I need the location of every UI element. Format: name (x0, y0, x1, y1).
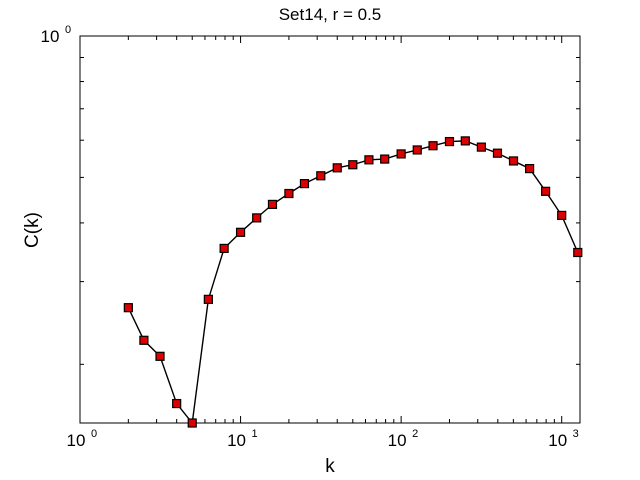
labels-layer: 10 0 10 1 10 2 10 3 10 0 (41, 24, 579, 450)
x-tick-label: 10 (67, 431, 86, 450)
data-point-marker (332, 163, 342, 173)
data-point-marker (235, 227, 246, 237)
data-point-marker (172, 398, 182, 409)
data-point-marker (444, 136, 455, 147)
data-point-marker (203, 294, 213, 304)
data-point-marker (428, 141, 438, 151)
data-point-marker (364, 155, 374, 165)
chart-title: Set14, r = 0.5 (279, 5, 382, 24)
y-tick-label: 10 (41, 27, 60, 46)
data-point-marker (557, 210, 567, 221)
data-point-marker (412, 145, 422, 155)
x-tick-exponent: 2 (412, 428, 418, 440)
data-point-marker (219, 243, 229, 254)
data-point-marker (299, 179, 310, 189)
x-tick-label: 10 (548, 431, 567, 450)
data-point-marker (348, 160, 358, 170)
data-point-marker (139, 335, 149, 345)
y-axis-label: C(k) (22, 212, 43, 248)
series-layer (123, 136, 583, 428)
x-tick-exponent: 0 (91, 428, 97, 440)
data-point-marker (380, 154, 390, 164)
plot-area (79, 35, 581, 424)
x-tick-label: 10 (227, 431, 246, 450)
data-point-marker (187, 418, 197, 428)
data-point-marker (252, 213, 262, 223)
y-tick-exponent: 0 (65, 24, 71, 36)
data-point-marker (460, 136, 470, 146)
data-point-marker (492, 148, 503, 158)
data-point-marker (155, 351, 165, 361)
data-point-marker (476, 142, 486, 152)
x-tick-exponent: 1 (252, 428, 258, 440)
data-point-marker (316, 171, 326, 181)
data-point-marker (541, 186, 551, 196)
x-axis-label: k (325, 456, 335, 477)
data-point-marker (284, 188, 294, 199)
data-point-marker (396, 149, 406, 159)
data-point-marker (267, 199, 278, 209)
data-point-marker (573, 247, 583, 258)
x-tick-label: 10 (388, 431, 407, 450)
data-point-marker (123, 303, 133, 313)
x-tick-exponent: 3 (573, 428, 579, 440)
data-point-marker (508, 156, 519, 166)
data-point-marker (524, 164, 535, 174)
